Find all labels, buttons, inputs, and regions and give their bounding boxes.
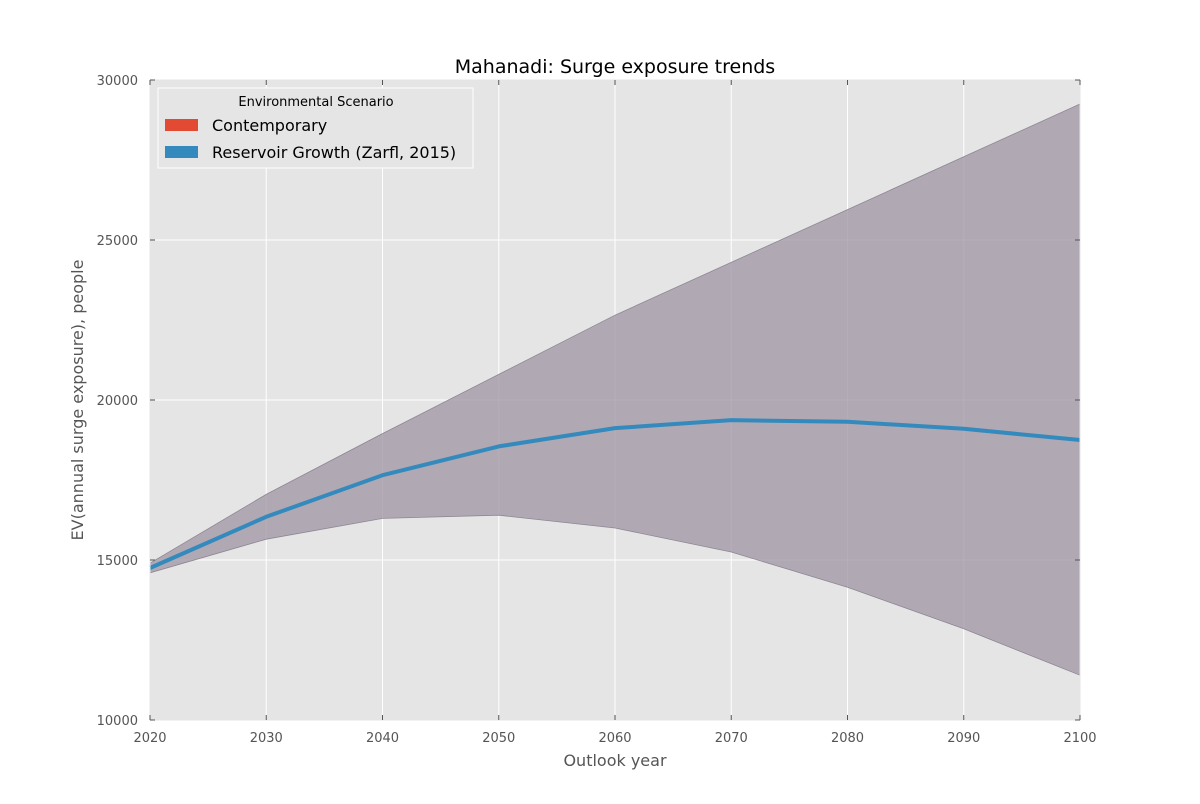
x-tick-label: 2060 — [598, 731, 631, 746]
x-tick-label: 2040 — [366, 731, 399, 746]
x-tick-label: 2090 — [947, 731, 980, 746]
x-tick-labels: 2020 2030 2040 2050 2060 2070 2080 2090 2100 — [133, 731, 1096, 746]
legend: Environmental Scenario Contemporary Rese… — [158, 88, 473, 168]
legend-title: Environmental Scenario — [238, 95, 393, 110]
chart-title: Mahanadi: Surge exposure trends — [455, 56, 775, 78]
legend-swatch-contemporary — [165, 119, 198, 131]
y-axis-title: EV(annual surge exposure), people — [68, 260, 87, 541]
y-tick-label: 10000 — [97, 714, 138, 729]
y-tick-label: 20000 — [97, 394, 138, 409]
y-tick-label: 25000 — [97, 234, 138, 249]
x-axis-title: Outlook year — [563, 751, 667, 770]
x-tick-label: 2020 — [133, 731, 166, 746]
x-tick-label: 2100 — [1063, 731, 1096, 746]
y-tick-labels: 10000 15000 20000 25000 30000 — [97, 74, 138, 729]
legend-swatch-reservoir-growth — [165, 146, 198, 158]
legend-label-reservoir-growth: Reservoir Growth (Zarfl, 2015) — [212, 143, 456, 162]
y-tick-label: 30000 — [97, 74, 138, 89]
legend-label-contemporary: Contemporary — [212, 116, 327, 135]
x-tick-label: 2030 — [250, 731, 283, 746]
x-tick-label: 2070 — [715, 731, 748, 746]
x-tick-label: 2050 — [482, 731, 515, 746]
y-tick-label: 15000 — [97, 554, 138, 569]
x-tick-label: 2080 — [831, 731, 864, 746]
